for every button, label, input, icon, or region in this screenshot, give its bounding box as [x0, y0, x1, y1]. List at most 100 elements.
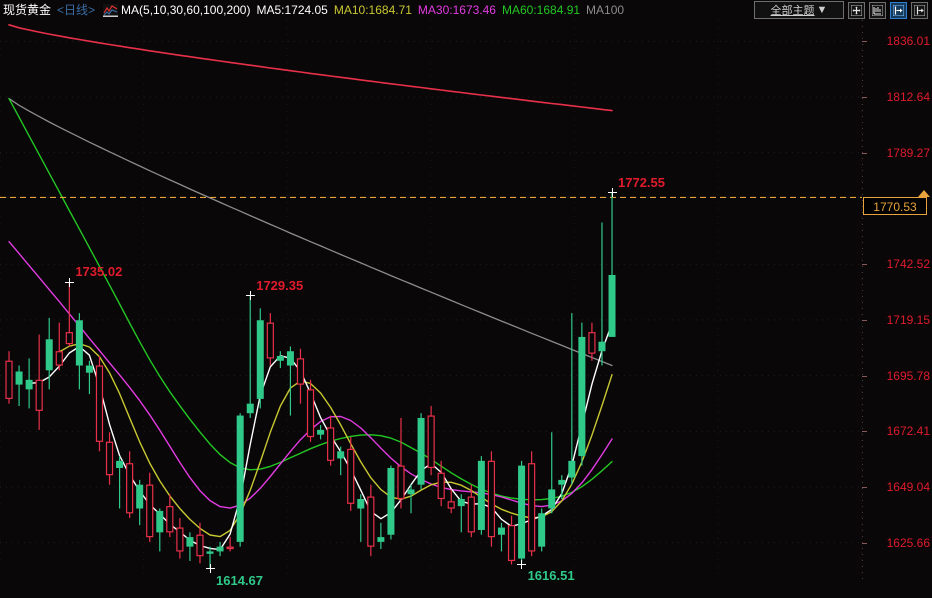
candle	[578, 322, 586, 466]
candle	[598, 222, 606, 366]
price-axis[interactable]: 1836.01 1812.64 1789.27 1742.52 1719.15 1695.…	[862, 20, 932, 580]
candle	[588, 322, 596, 361]
axis-tick-mark	[862, 375, 867, 377]
candle	[317, 425, 325, 440]
candle	[347, 437, 355, 511]
axis-tick-mark	[862, 431, 867, 433]
candle	[377, 522, 385, 550]
candle	[507, 515, 516, 565]
axis-tick-label: 1719.15	[886, 312, 930, 327]
candle	[176, 518, 184, 559]
candle	[65, 282, 73, 347]
candle	[95, 356, 104, 452]
candle	[528, 451, 536, 557]
axis-tick-label: 1672.41	[886, 424, 930, 439]
high-label-1729: 1729.35	[256, 277, 304, 293]
expand-right-button[interactable]	[890, 1, 907, 19]
candle	[548, 432, 556, 514]
move-tool-button[interactable]	[848, 1, 865, 19]
legend-ma100: MA100	[586, 3, 625, 17]
candle	[276, 351, 284, 368]
header-controls: 全部主题 ▼	[754, 1, 928, 19]
candle	[497, 522, 505, 552]
candle	[55, 322, 63, 371]
candle	[427, 406, 435, 476]
candle	[467, 484, 475, 538]
candle	[477, 456, 485, 535]
annotation-crosshair-marker	[607, 188, 617, 198]
axis-tick-mark	[862, 97, 867, 99]
price-plot[interactable]	[0, 20, 863, 580]
axis-tick-label: 1695.78	[886, 368, 930, 383]
annotation-crosshair-marker	[64, 277, 74, 287]
candle	[437, 460, 445, 507]
candle	[226, 537, 234, 552]
candle	[327, 415, 335, 466]
theme-select-label: 全部主题	[770, 5, 815, 17]
axis-tick-mark	[862, 264, 867, 266]
candle	[236, 413, 244, 547]
axis-tick-label: 1649.04	[886, 479, 930, 494]
high-label-1735: 1735.02	[75, 264, 123, 280]
axis-tick-mark	[862, 41, 867, 43]
candle	[296, 348, 305, 404]
candle	[25, 358, 33, 409]
candle	[286, 346, 294, 416]
candle	[306, 379, 315, 442]
candle	[196, 522, 204, 564]
candle	[357, 494, 365, 542]
axis-tick-label: 1625.66	[886, 535, 930, 550]
line-chart-icon[interactable]	[103, 3, 119, 17]
candle	[136, 479, 144, 526]
candlestick-canvas	[0, 20, 863, 580]
axis-separator	[862, 20, 863, 580]
theme-select[interactable]: 全部主题 ▼	[754, 1, 844, 19]
annotation-crosshair-marker	[205, 564, 215, 574]
annotation-crosshair-marker	[245, 291, 255, 301]
candles	[5, 192, 616, 569]
chart-header: 现货黄金 <日线> MA(5,10,30,60,100,200) MA5:172…	[0, 0, 932, 20]
legend-ma60: MA60:1684.91	[501, 3, 581, 17]
measure-tool-button[interactable]	[869, 1, 886, 19]
candle	[186, 532, 194, 561]
candle	[337, 446, 345, 476]
grid-lines	[0, 20, 863, 580]
candle	[5, 351, 13, 404]
candle	[266, 313, 274, 366]
candle	[387, 465, 395, 540]
annotation-crosshair-marker	[517, 559, 527, 569]
candle	[85, 360, 93, 395]
last-price-badge[interactable]: 1770.53	[863, 197, 927, 216]
last-price-caret-icon	[918, 190, 930, 198]
axis-tick-label: 1836.01	[886, 34, 930, 49]
candle	[246, 295, 254, 418]
candle	[146, 472, 154, 542]
legend-ma5: MA5:1724.05	[256, 3, 328, 17]
candle	[216, 541, 224, 557]
candle	[126, 451, 134, 519]
exit-button[interactable]	[911, 1, 928, 19]
candle	[45, 317, 53, 390]
candle	[558, 475, 566, 499]
axis-tick-mark	[862, 542, 867, 544]
chevron-down-icon: ▼	[816, 4, 828, 16]
axis-tick-label: 1812.64	[886, 90, 930, 105]
axis-tick-mark	[862, 486, 867, 488]
candle	[166, 494, 174, 538]
axis-tick-mark	[862, 319, 867, 321]
low-label-1616: 1616.51	[527, 568, 575, 584]
candle	[397, 417, 405, 509]
candle	[417, 413, 425, 490]
period-label: <日线>	[57, 3, 96, 17]
axis-tick-label: 1742.52	[886, 257, 930, 272]
candle	[457, 494, 465, 533]
candle	[75, 313, 83, 390]
axis-tick-label: 1789.27	[886, 145, 930, 160]
candle	[407, 484, 415, 514]
high-label-1772: 1772.55	[618, 174, 666, 190]
candle	[487, 451, 496, 547]
candle	[105, 432, 114, 485]
candle	[608, 192, 616, 337]
symbol-name: 现货黄金	[3, 3, 52, 17]
